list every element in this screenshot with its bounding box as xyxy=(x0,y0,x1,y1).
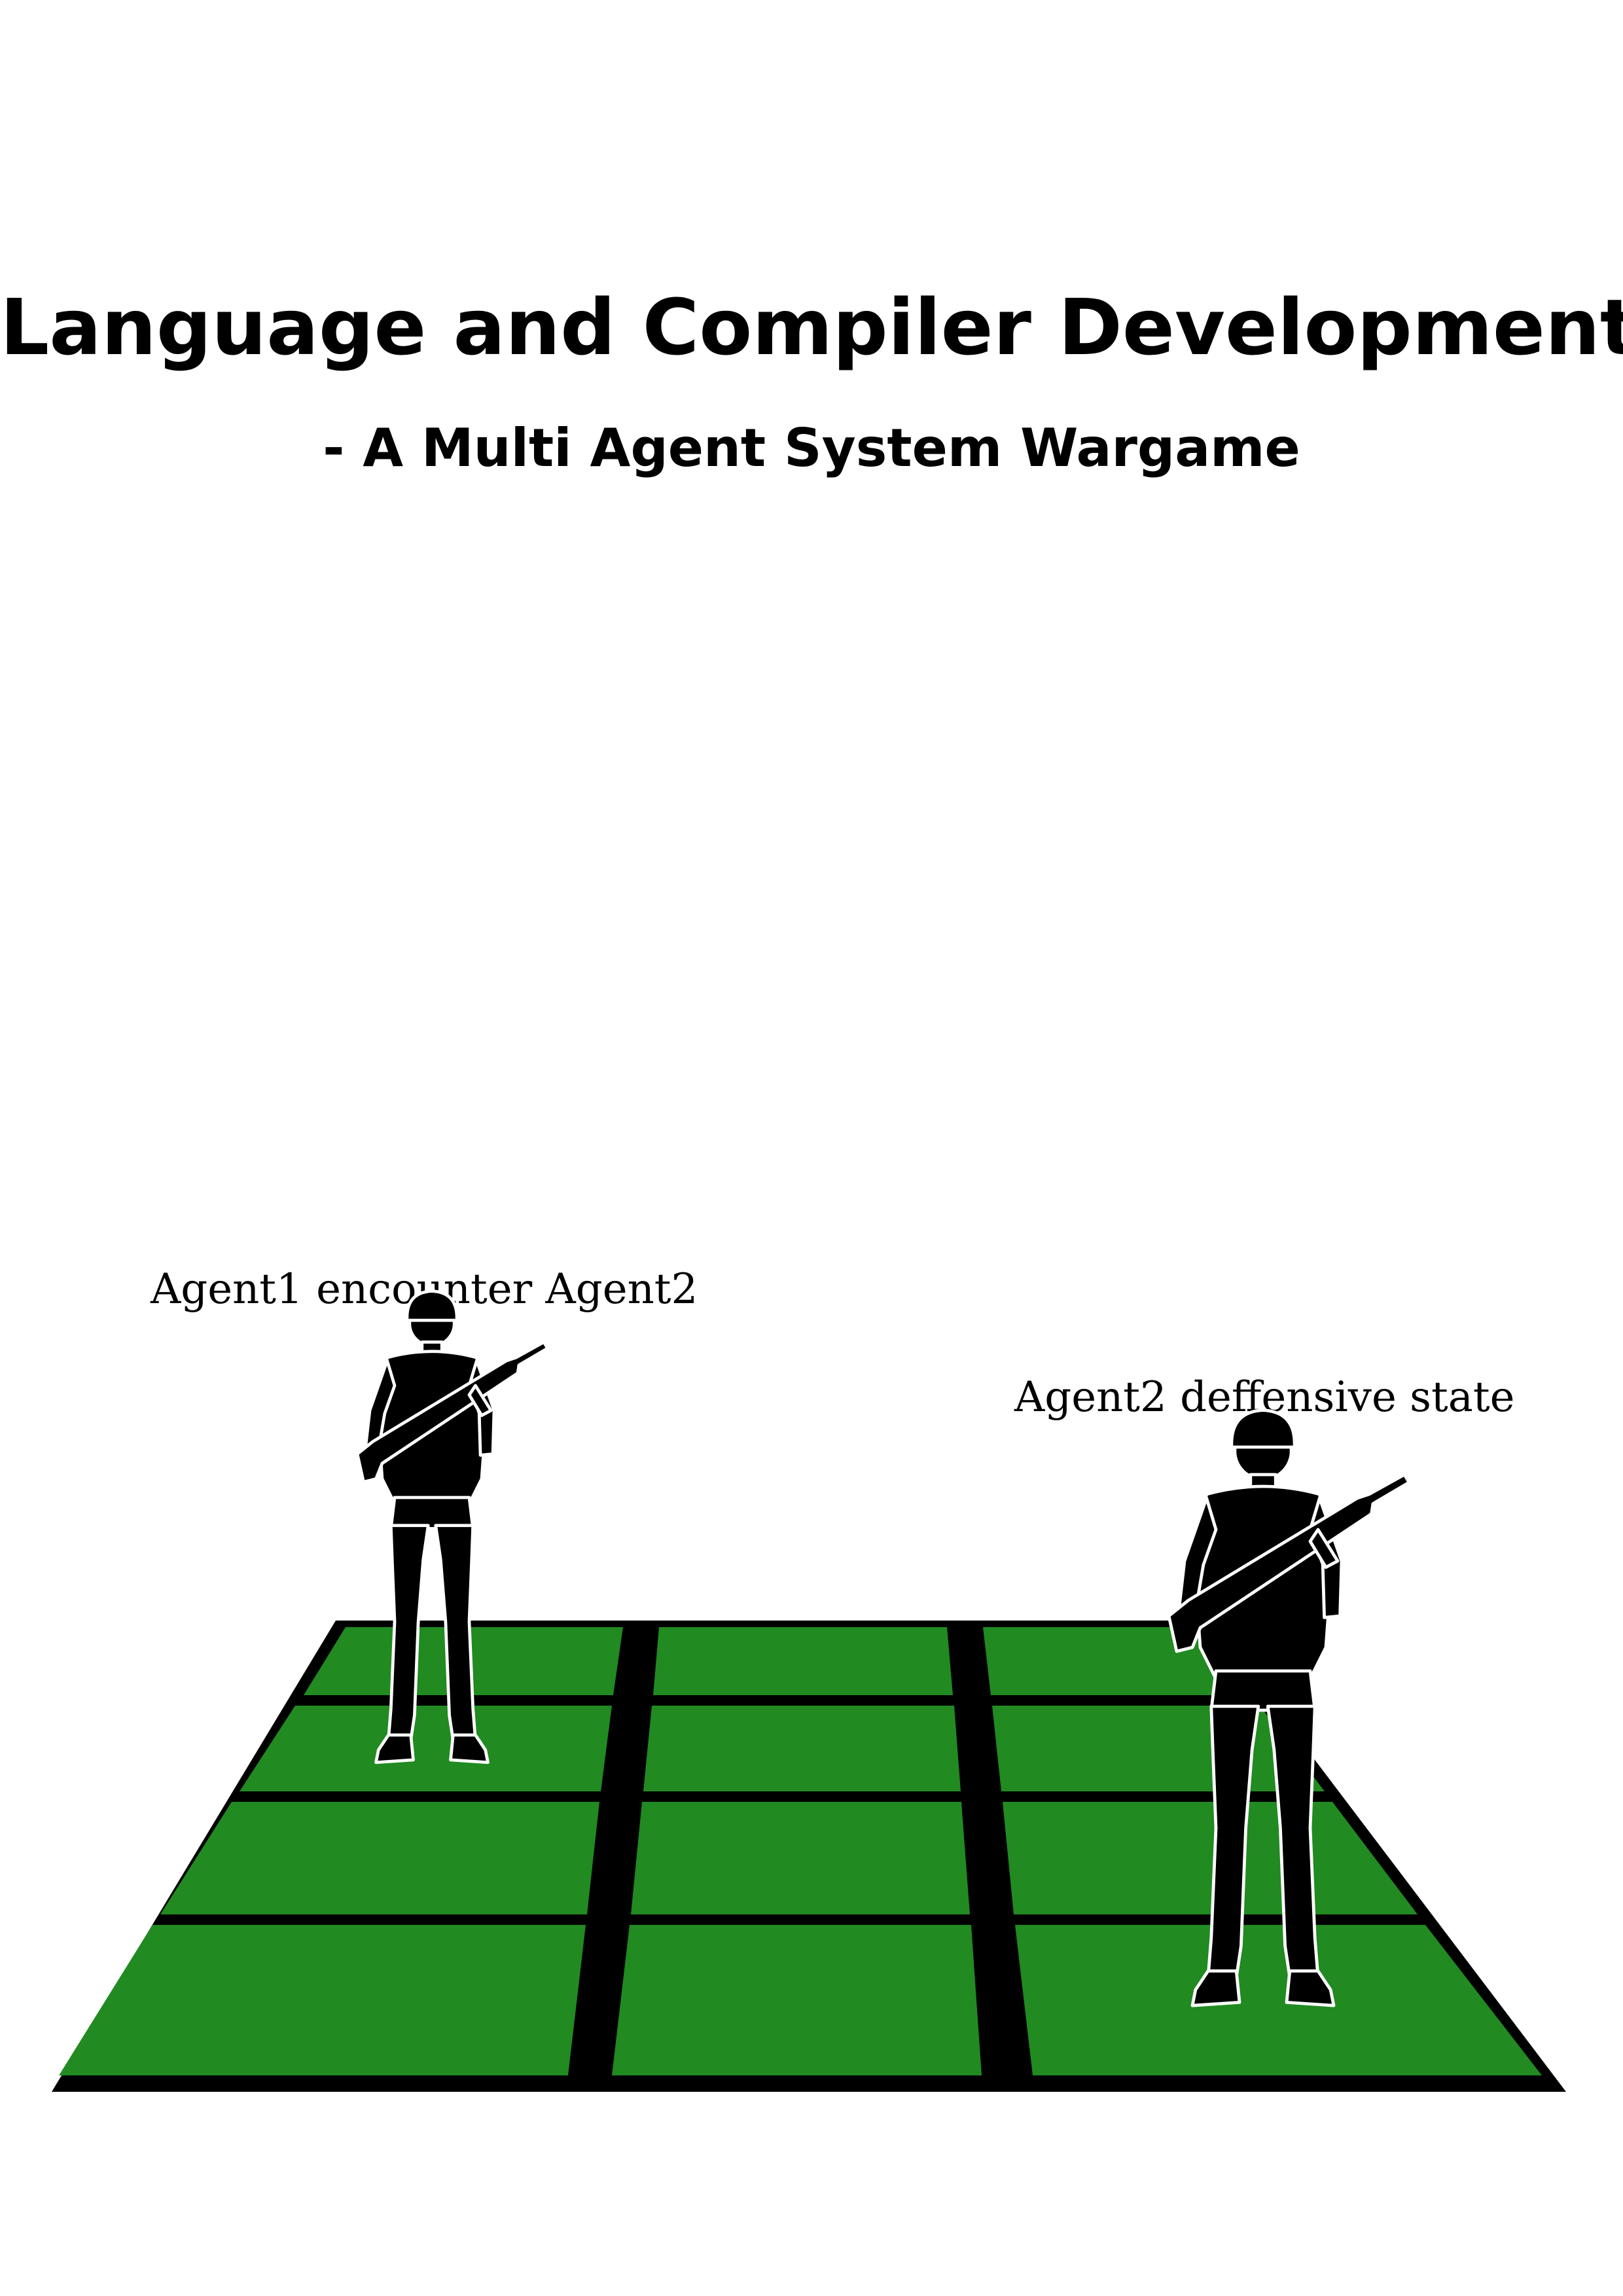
tile xyxy=(240,1706,612,1791)
page-title: Language and Compiler Development xyxy=(0,282,1623,372)
tile xyxy=(1015,1925,1542,2075)
tile xyxy=(653,1627,953,1695)
tile xyxy=(160,1802,599,1914)
tile xyxy=(631,1802,970,1914)
tile xyxy=(59,1925,586,2075)
tile xyxy=(612,1925,982,2075)
board-tiles xyxy=(59,1627,1542,2075)
page-subtitle: - A Multi Agent System Wargame xyxy=(323,418,1300,478)
tile xyxy=(643,1706,961,1791)
